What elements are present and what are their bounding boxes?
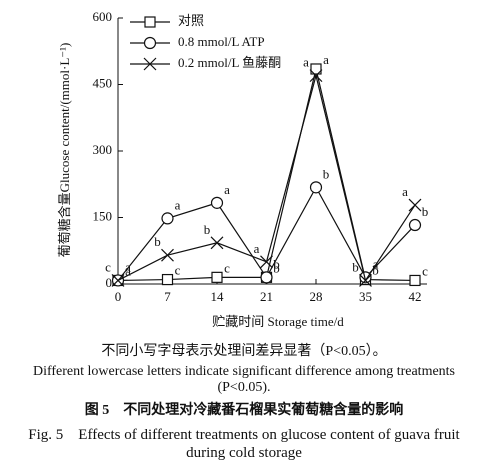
caption-en: Fig. 5 Effects of different treatments o…	[28, 427, 460, 461]
significance-letter: a	[224, 182, 230, 197]
legend-label: 对照	[178, 13, 204, 28]
marker	[260, 271, 273, 284]
marker	[211, 271, 223, 283]
significance-letter: a	[373, 256, 379, 271]
marker	[210, 196, 224, 209]
marker	[260, 255, 273, 269]
significance-letter: b	[204, 222, 211, 237]
x-tick-label: 0	[115, 289, 122, 304]
significance-letter: b	[323, 166, 330, 181]
y-tick-label: 600	[93, 9, 113, 24]
marker	[111, 274, 125, 287]
marker	[210, 236, 224, 250]
marker	[359, 271, 372, 284]
marker	[359, 274, 372, 287]
x-axis-label: 贮藏时间 Storage time/d	[212, 314, 344, 329]
y-tick-label: 150	[93, 208, 113, 223]
marker	[309, 69, 323, 83]
significance-letter: c	[422, 263, 428, 278]
significance-letter: a	[175, 197, 181, 212]
significance-letter: b	[422, 204, 429, 219]
y-tick-label: 0	[106, 275, 113, 290]
legend-marker	[143, 36, 157, 50]
marker	[408, 218, 422, 232]
marker	[409, 274, 421, 287]
legend-label: 0.8 mmol/L ATP	[178, 34, 265, 49]
series-line	[117, 186, 416, 281]
significance-letter: b	[154, 234, 161, 249]
x-tick-label: 35	[359, 289, 372, 304]
marker	[161, 212, 174, 225]
significance-letter: a	[303, 55, 309, 70]
significance-letter: a	[323, 52, 329, 67]
caption-cn: 图 5 不同处理对冷藏番石榴果实葡萄糖含量的影响	[85, 401, 404, 418]
marker	[310, 63, 322, 75]
x-tick-label: 21	[260, 289, 273, 304]
legend-label: 0.2 mmol/L 鱼藤酮	[178, 55, 281, 70]
x-tick-label: 28	[310, 289, 323, 304]
significance-letter: c	[224, 260, 230, 275]
series-line	[117, 68, 416, 282]
significance-letter: a	[402, 184, 408, 199]
x-tick-label: 7	[164, 289, 171, 304]
significance-letter: b	[273, 256, 280, 271]
marker	[161, 248, 174, 262]
significance-letter: b	[372, 263, 379, 278]
legend-marker	[144, 16, 156, 28]
caption-en-box: Fig. 5 Effects of different treatments o…	[28, 427, 460, 461]
significance-letter: c	[175, 263, 181, 278]
y-tick-label: 450	[93, 75, 113, 90]
marker	[309, 181, 323, 194]
significance-letter: b	[273, 260, 280, 275]
x-tick-label: 42	[409, 289, 422, 304]
note-cn: 不同小写字母表示处理间差异显著（P<0.05）。	[101, 343, 386, 359]
y-tick-label: 300	[93, 142, 113, 157]
significance-letter: b	[352, 259, 359, 274]
x-tick-label: 14	[211, 289, 225, 304]
note-en-box: Different lowercase letters indicate sig…	[32, 364, 456, 395]
y-axis-label: 葡萄糖含量Glucose content/(mmol·L⁻¹)	[57, 43, 72, 258]
significance-letter: a	[125, 259, 131, 274]
significance-letter: a	[125, 263, 131, 278]
marker	[408, 198, 422, 212]
significance-letter: c	[105, 259, 111, 274]
legend-marker	[143, 57, 157, 71]
note-en: Different lowercase letters indicate sig…	[32, 364, 456, 395]
significance-letter: a	[254, 241, 260, 256]
marker	[161, 273, 174, 286]
